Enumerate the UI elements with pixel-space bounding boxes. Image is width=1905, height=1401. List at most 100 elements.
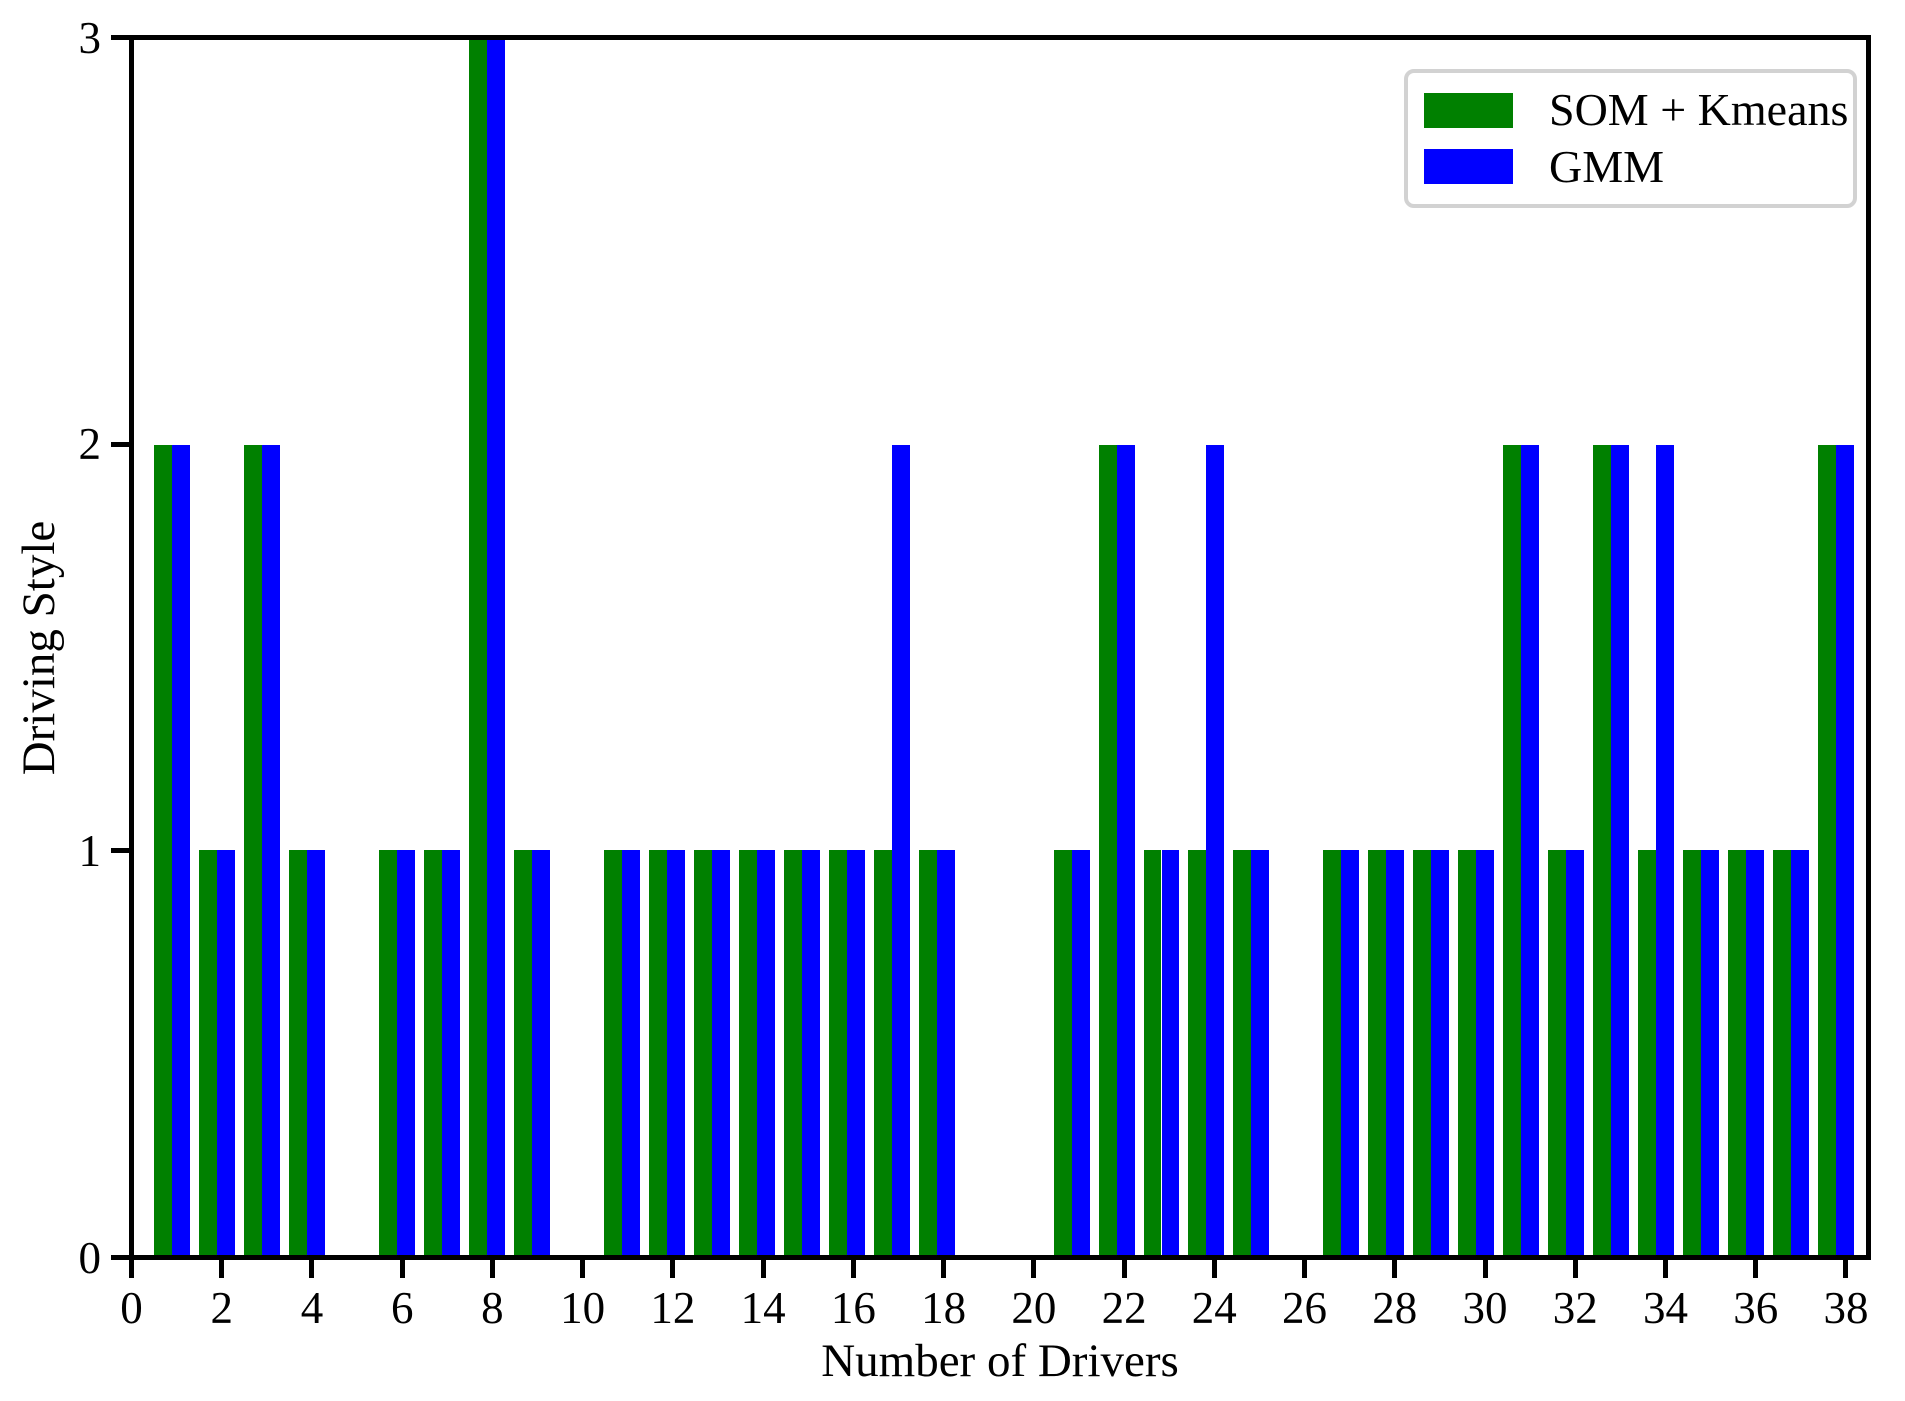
bar-som-kmeans-driver-31 xyxy=(1503,445,1522,1255)
x-tick-label-26: 26 xyxy=(1282,1283,1328,1333)
x-tick-0 xyxy=(129,1260,134,1278)
x-tick-label-24: 24 xyxy=(1191,1283,1237,1333)
y-tick-label-3: 3 xyxy=(78,12,102,63)
legend-item-gmm: GMM xyxy=(1424,140,1853,192)
bar-som-kmeans-driver-38 xyxy=(1818,445,1837,1255)
bar-gmm-driver-36 xyxy=(1746,850,1765,1255)
bar-som-kmeans-driver-12 xyxy=(648,850,667,1255)
bar-som-kmeans-driver-28 xyxy=(1368,850,1387,1255)
bar-som-kmeans-driver-14 xyxy=(738,850,757,1255)
bar-gmm-driver-18 xyxy=(936,850,955,1255)
x-tick-14 xyxy=(760,1260,766,1278)
bar-som-kmeans-driver-4 xyxy=(288,850,307,1255)
bar-som-kmeans-driver-3 xyxy=(243,445,262,1255)
x-tick-label-30: 30 xyxy=(1462,1283,1508,1333)
bar-som-kmeans-driver-9 xyxy=(513,850,532,1255)
y-tick-3 xyxy=(111,35,129,40)
x-tick-10 xyxy=(580,1260,586,1278)
bar-gmm-driver-37 xyxy=(1791,850,1810,1255)
bar-som-kmeans-driver-6 xyxy=(378,850,397,1255)
bar-som-kmeans-driver-33 xyxy=(1593,445,1612,1255)
bar-gmm-driver-22 xyxy=(1116,445,1135,1255)
bar-som-kmeans-driver-34 xyxy=(1638,850,1657,1255)
bar-som-kmeans-driver-24 xyxy=(1188,850,1207,1255)
bar-gmm-driver-30 xyxy=(1476,850,1495,1255)
x-tick-label-10: 10 xyxy=(560,1283,606,1333)
x-axis-title: Number of Drivers xyxy=(821,1335,1179,1387)
bar-som-kmeans-driver-2 xyxy=(198,850,217,1255)
legend-label-gmm: GMM xyxy=(1549,140,1665,192)
bar-som-kmeans-driver-18 xyxy=(918,850,937,1255)
x-tick-label-20: 20 xyxy=(1011,1283,1057,1333)
x-tick-label-2: 2 xyxy=(210,1283,233,1333)
bar-som-kmeans-driver-16 xyxy=(828,850,847,1255)
bar-som-kmeans-driver-11 xyxy=(603,850,622,1255)
x-tick-label-28: 28 xyxy=(1372,1283,1418,1333)
x-tick-label-14: 14 xyxy=(740,1283,786,1333)
y-tick-label-0: 0 xyxy=(78,1232,102,1283)
legend-swatch-gmm xyxy=(1424,149,1513,185)
bar-gmm-driver-7 xyxy=(441,850,460,1255)
y-tick-2 xyxy=(111,441,129,447)
bar-gmm-driver-2 xyxy=(216,850,235,1255)
bar-som-kmeans-driver-22 xyxy=(1098,445,1117,1255)
bar-gmm-driver-13 xyxy=(711,850,730,1255)
bar-gmm-driver-24 xyxy=(1206,445,1225,1255)
bar-gmm-driver-29 xyxy=(1431,850,1450,1255)
bar-gmm-driver-38 xyxy=(1836,445,1855,1255)
x-tick-2 xyxy=(219,1260,225,1278)
bar-som-kmeans-driver-15 xyxy=(783,850,802,1255)
x-tick-label-16: 16 xyxy=(830,1283,876,1333)
bar-gmm-driver-3 xyxy=(261,445,280,1255)
x-tick-label-18: 18 xyxy=(921,1283,967,1333)
bar-gmm-driver-21 xyxy=(1071,850,1090,1255)
bar-gmm-driver-35 xyxy=(1701,850,1720,1255)
bar-gmm-driver-11 xyxy=(621,850,640,1255)
y-tick-label-1: 1 xyxy=(78,825,102,876)
bar-gmm-driver-9 xyxy=(531,850,550,1255)
x-tick-8 xyxy=(489,1260,495,1278)
x-tick-6 xyxy=(399,1260,405,1278)
bar-som-kmeans-driver-36 xyxy=(1728,850,1747,1255)
bar-gmm-driver-25 xyxy=(1251,850,1270,1255)
x-tick-label-8: 8 xyxy=(481,1283,504,1333)
x-tick-label-6: 6 xyxy=(390,1283,414,1333)
bar-gmm-driver-8 xyxy=(486,40,505,1255)
x-tick-16 xyxy=(850,1260,856,1278)
y-tick-label-2: 2 xyxy=(78,419,102,470)
x-tick-36 xyxy=(1753,1260,1759,1278)
bar-som-kmeans-driver-7 xyxy=(423,850,442,1255)
x-tick-26 xyxy=(1302,1260,1308,1278)
x-tick-20 xyxy=(1031,1260,1037,1278)
bar-gmm-driver-27 xyxy=(1341,850,1360,1255)
bar-som-kmeans-driver-37 xyxy=(1773,850,1792,1255)
bar-gmm-driver-6 xyxy=(396,850,415,1255)
x-tick-38 xyxy=(1843,1260,1849,1278)
y-axis-title: Driving Style xyxy=(13,520,66,776)
bar-gmm-driver-14 xyxy=(756,850,775,1255)
legend-swatch-som-kmeans xyxy=(1424,92,1513,128)
bar-gmm-driver-23 xyxy=(1161,850,1180,1255)
x-tick-label-0: 0 xyxy=(120,1283,143,1333)
plot-area xyxy=(129,35,1871,1260)
bar-som-kmeans-driver-13 xyxy=(693,850,712,1255)
bar-som-kmeans-driver-35 xyxy=(1683,850,1702,1255)
x-tick-28 xyxy=(1392,1260,1398,1278)
x-tick-label-38: 38 xyxy=(1823,1283,1869,1333)
x-tick-label-12: 12 xyxy=(650,1283,696,1333)
bar-som-kmeans-driver-25 xyxy=(1233,850,1252,1255)
bar-gmm-driver-34 xyxy=(1656,445,1675,1255)
legend-item-som-kmeans: SOM + Kmeans xyxy=(1424,87,1853,133)
bar-gmm-driver-31 xyxy=(1521,445,1540,1255)
y-tick-0 xyxy=(111,1255,129,1260)
bar-som-kmeans-driver-32 xyxy=(1548,850,1567,1255)
x-tick-18 xyxy=(941,1260,947,1278)
bar-som-kmeans-driver-30 xyxy=(1458,850,1477,1255)
x-tick-24 xyxy=(1211,1260,1217,1278)
x-tick-30 xyxy=(1482,1260,1488,1278)
x-tick-34 xyxy=(1662,1260,1668,1278)
x-tick-label-22: 22 xyxy=(1101,1283,1147,1333)
x-tick-32 xyxy=(1572,1260,1578,1278)
x-tick-label-4: 4 xyxy=(300,1283,324,1333)
